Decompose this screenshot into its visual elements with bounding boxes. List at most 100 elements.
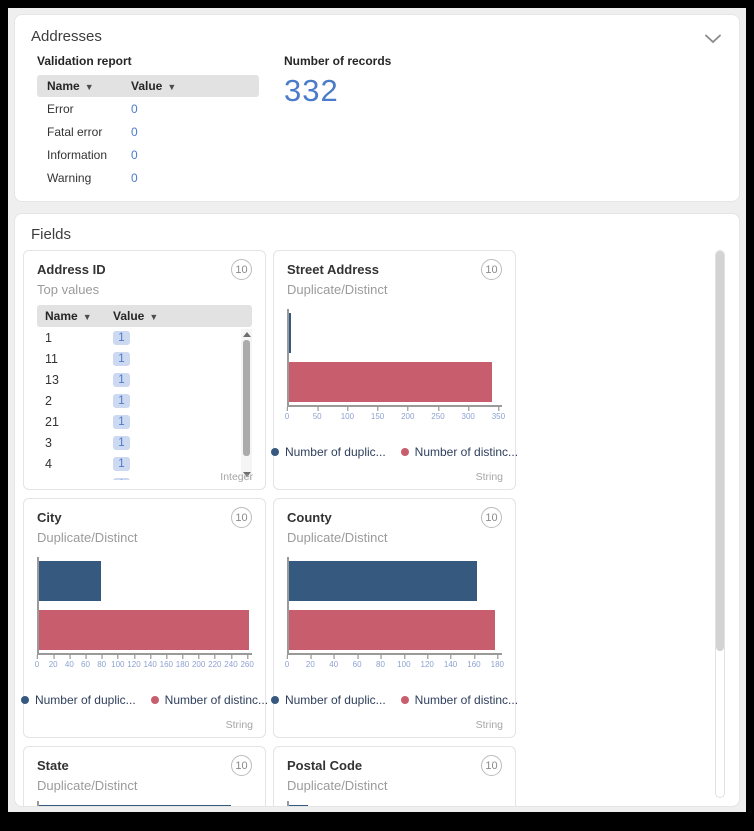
validation-report-table: Name ▼ Value ▼ Error 0 Fatal error 0 Infor… <box>37 75 259 189</box>
value-pill[interactable]: 1 <box>113 393 130 408</box>
top-values-header: Name ▼ Value ▼ <box>37 305 252 327</box>
axis-tick: 250 <box>431 407 445 421</box>
validation-value-link[interactable]: 0 <box>131 171 138 185</box>
top-value-row: 4 1 <box>37 453 236 474</box>
axis-tick: 240 <box>224 655 238 669</box>
column-header-value[interactable]: Value ▼ <box>113 309 159 323</box>
scroll-down-icon[interactable] <box>242 472 251 477</box>
card-title: Address ID <box>37 262 106 277</box>
value-pill[interactable]: 1 <box>113 372 130 387</box>
bar-plot <box>287 801 502 806</box>
sort-caret-icon: ▼ <box>167 82 177 92</box>
count-badge: 10 <box>231 507 252 528</box>
legend-item[interactable]: Number of duplic... <box>270 693 386 707</box>
card-title: City <box>37 510 62 525</box>
legend-dot-icon <box>400 448 409 456</box>
top-value-row: 2 1 <box>37 390 236 411</box>
table-scrollbar[interactable] <box>241 329 252 480</box>
axis-tick: 20 <box>49 655 58 669</box>
value-pill[interactable]: 1 <box>113 330 130 345</box>
card-subtitle: Duplicate/Distinct <box>287 530 388 545</box>
count-badge: 10 <box>231 259 252 280</box>
axis-tick: 140 <box>143 655 157 669</box>
field-card-address-id: Address ID 10 Top values Name ▼ Value ▼ 1 … <box>23 250 266 490</box>
column-header-name[interactable]: Name ▼ <box>47 79 94 93</box>
axis-tick: 60 <box>353 655 362 669</box>
scroll-up-icon[interactable] <box>242 332 251 337</box>
axis-tick: 0 <box>285 655 289 669</box>
field-type-label: String <box>225 719 253 731</box>
legend-item[interactable]: Number of duplic... <box>270 445 386 459</box>
field-card-state: State 10 Duplicate/Distinct <box>23 746 266 806</box>
legend-item[interactable]: Number of duplic... <box>20 693 136 707</box>
axis-tick: 0 <box>285 407 289 421</box>
column-header-value[interactable]: Value ▼ <box>131 79 177 93</box>
legend-item[interactable]: Number of distinc... <box>400 693 518 707</box>
legend-dot-icon <box>400 696 409 704</box>
top-value-row: 3 1 <box>37 432 236 453</box>
field-type-label: Integer <box>220 471 253 483</box>
bar-duplicates <box>289 561 477 601</box>
legend-dot-icon <box>150 696 159 704</box>
value-pill[interactable]: 1 <box>113 351 130 366</box>
records-count: 332 <box>284 73 339 108</box>
axis-tick: 150 <box>371 407 384 421</box>
axis-tick: 140 <box>444 655 457 669</box>
value-pill[interactable]: 1 <box>113 435 130 450</box>
fields-scrollbar[interactable] <box>715 250 725 798</box>
value-pill[interactable]: 1 <box>113 456 130 471</box>
duplicate-distinct-chart: 0 20 40 60 80 100 120 140 160 180 <box>285 557 504 669</box>
top-value-name: 2 <box>45 393 52 408</box>
axis-tick: 80 <box>376 655 385 669</box>
validation-name: Fatal error <box>47 125 103 139</box>
axis-tick: 50 <box>313 407 322 421</box>
top-value-row: 1 1 <box>37 327 236 348</box>
count-badge: 10 <box>481 259 502 280</box>
axis-tick: 220 <box>208 655 221 669</box>
card-subtitle: Duplicate/Distinct <box>287 778 388 793</box>
axis-tick: 100 <box>397 655 411 669</box>
collapse-chevron-icon[interactable] <box>705 31 721 49</box>
validation-value-link[interactable]: 0 <box>131 102 138 116</box>
scrollbar-thumb[interactable] <box>243 340 250 456</box>
top-value-row: 7 1 <box>37 474 236 480</box>
field-cards-grid: Address ID 10 Top values Name ▼ Value ▼ 1 … <box>20 250 731 806</box>
chart-legend: Number of duplic... Number of distinc... <box>270 693 518 707</box>
duplicate-distinct-chart <box>37 801 252 806</box>
legend-item[interactable]: Number of distinc... <box>400 445 518 459</box>
top-value-name: 3 <box>45 435 52 450</box>
duplicate-distinct-chart: 0 50 100 150 200 250 300 350 <box>285 309 505 421</box>
axis-tick: 160 <box>467 655 481 669</box>
axis-tick: 200 <box>192 655 205 669</box>
validation-name: Error <box>47 102 74 116</box>
bar-duplicates <box>289 805 309 806</box>
axis-tick: 100 <box>111 655 124 669</box>
validation-value-link[interactable]: 0 <box>131 148 138 162</box>
chart-legend: Number of duplic... Number of distinc... <box>20 693 268 707</box>
scrollbar-thumb[interactable] <box>716 251 724 651</box>
addresses-panel: Addresses Validation report Name ▼ Value ▼… <box>14 14 740 202</box>
duplicate-distinct-chart: 0 20 40 60 80 100 120 140 160 180 200 220 240 260 <box>35 557 254 669</box>
value-pill[interactable]: 1 <box>113 477 130 480</box>
field-type-label: String <box>475 471 503 483</box>
top-value-row: 11 1 <box>37 348 236 369</box>
x-axis: 0 20 40 60 80 100 120 140 160 180 200 220 240 260 <box>35 653 254 669</box>
field-card-street-address: Street Address 10 Duplicate/Distinct 0 50… <box>270 250 518 490</box>
top-value-name: 1 <box>45 330 52 345</box>
axis-tick: 120 <box>421 655 434 669</box>
x-axis: 0 20 40 60 80 100 120 140 160 180 <box>285 653 504 669</box>
records-label: Number of records <box>284 54 392 68</box>
card-subtitle: Top values <box>37 282 100 297</box>
count-badge: 10 <box>481 755 502 776</box>
axis-tick: 300 <box>461 407 475 421</box>
legend-item[interactable]: Number of distinc... <box>150 693 268 707</box>
value-pill[interactable]: 1 <box>113 414 130 429</box>
column-header-name[interactable]: Name ▼ <box>45 309 92 323</box>
fields-title: Fields <box>31 226 72 243</box>
count-badge: 10 <box>481 507 502 528</box>
validation-value-link[interactable]: 0 <box>131 125 138 139</box>
axis-tick: 0 <box>35 655 39 669</box>
legend-dot-icon <box>20 696 29 704</box>
bar-plot <box>37 557 252 653</box>
